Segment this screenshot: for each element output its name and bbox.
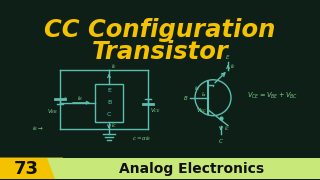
Text: $E$: $E$ <box>225 53 231 61</box>
Text: $I_C$: $I_C$ <box>111 121 117 130</box>
Text: B: B <box>107 100 111 105</box>
Text: $C$: $C$ <box>218 137 224 145</box>
Text: $B$: $B$ <box>183 94 188 102</box>
Text: Transistor: Transistor <box>92 40 228 64</box>
Text: CC Configuration: CC Configuration <box>44 18 276 42</box>
Text: Analog Electronics: Analog Electronics <box>119 161 265 176</box>
Text: $I_E$: $I_E$ <box>111 62 117 71</box>
Text: $V_{BB}$: $V_{BB}$ <box>47 107 58 116</box>
Text: $V_{CE} = V_{BE} + V_{BC}$: $V_{CE} = V_{BE} + V_{BC}$ <box>246 91 298 101</box>
Text: $I_B$: $I_B$ <box>194 84 200 93</box>
Text: $I_a$: $I_a$ <box>201 90 207 99</box>
Text: $I_C$: $I_C$ <box>224 124 230 132</box>
Polygon shape <box>0 158 63 179</box>
Text: 73: 73 <box>13 159 38 177</box>
Text: $V_{BC}$: $V_{BC}$ <box>196 106 207 115</box>
Text: $I_B$: $I_B$ <box>77 94 83 103</box>
Text: C: C <box>107 112 111 117</box>
Text: $^+$: $^+$ <box>63 96 68 101</box>
Text: $I_E$: $I_E$ <box>230 62 236 71</box>
Text: $c = \alpha i_B$: $c = \alpha i_B$ <box>132 135 151 143</box>
Text: $i_B \rightarrow$: $i_B \rightarrow$ <box>32 124 44 132</box>
Text: E: E <box>107 88 111 93</box>
Text: $V_{CE}$: $V_{CE}$ <box>150 106 161 115</box>
Bar <box>95 84 123 122</box>
Polygon shape <box>47 158 320 179</box>
